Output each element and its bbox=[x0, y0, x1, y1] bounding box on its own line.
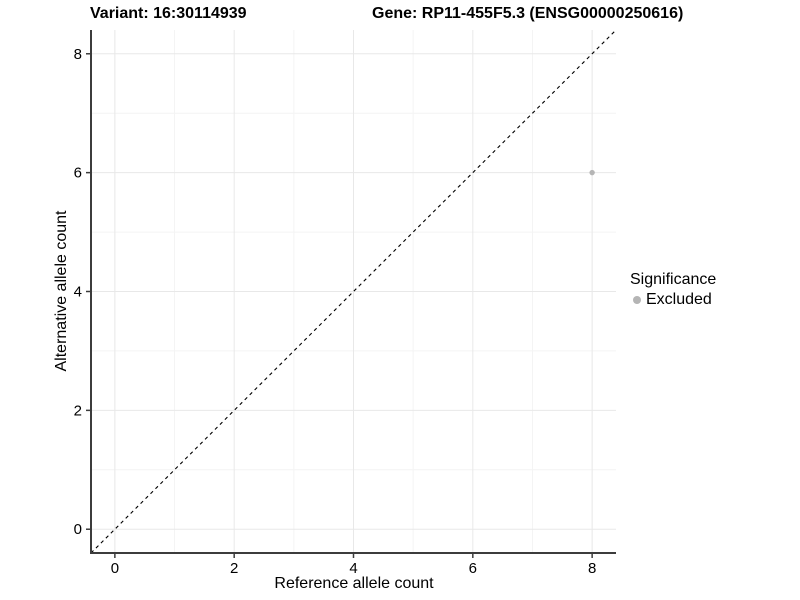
plot-title-variant: Variant: 16:30114939 bbox=[90, 5, 247, 22]
legend-item-label: Excluded bbox=[646, 291, 712, 308]
plot-title-gene: Gene: RP11-455F5.3 (ENSG00000250616) bbox=[372, 5, 684, 22]
y-tick-label: 2 bbox=[74, 402, 82, 419]
x-tick-label: 0 bbox=[111, 560, 119, 577]
x-tick-label: 2 bbox=[230, 560, 238, 577]
y-tick-label: 0 bbox=[74, 521, 82, 538]
x-tick-label: 4 bbox=[349, 560, 357, 577]
identity-line bbox=[90, 29, 617, 554]
legend-title: Significance bbox=[630, 271, 717, 288]
y-tick-label: 6 bbox=[74, 165, 82, 182]
legend-item-excluded: Excluded bbox=[630, 290, 716, 309]
data-point bbox=[589, 169, 595, 176]
y-axis-title: Alternative allele count bbox=[53, 210, 70, 372]
x-axis-title: Reference allele count bbox=[274, 575, 434, 592]
y-tick-label: 4 bbox=[74, 284, 82, 301]
excluded-point-swatch bbox=[633, 295, 641, 304]
x-tick-label: 6 bbox=[469, 560, 477, 577]
y-tick-label: 8 bbox=[74, 46, 82, 63]
x-tick-label: 8 bbox=[588, 560, 596, 577]
legend: Significance Excluded bbox=[630, 270, 716, 309]
